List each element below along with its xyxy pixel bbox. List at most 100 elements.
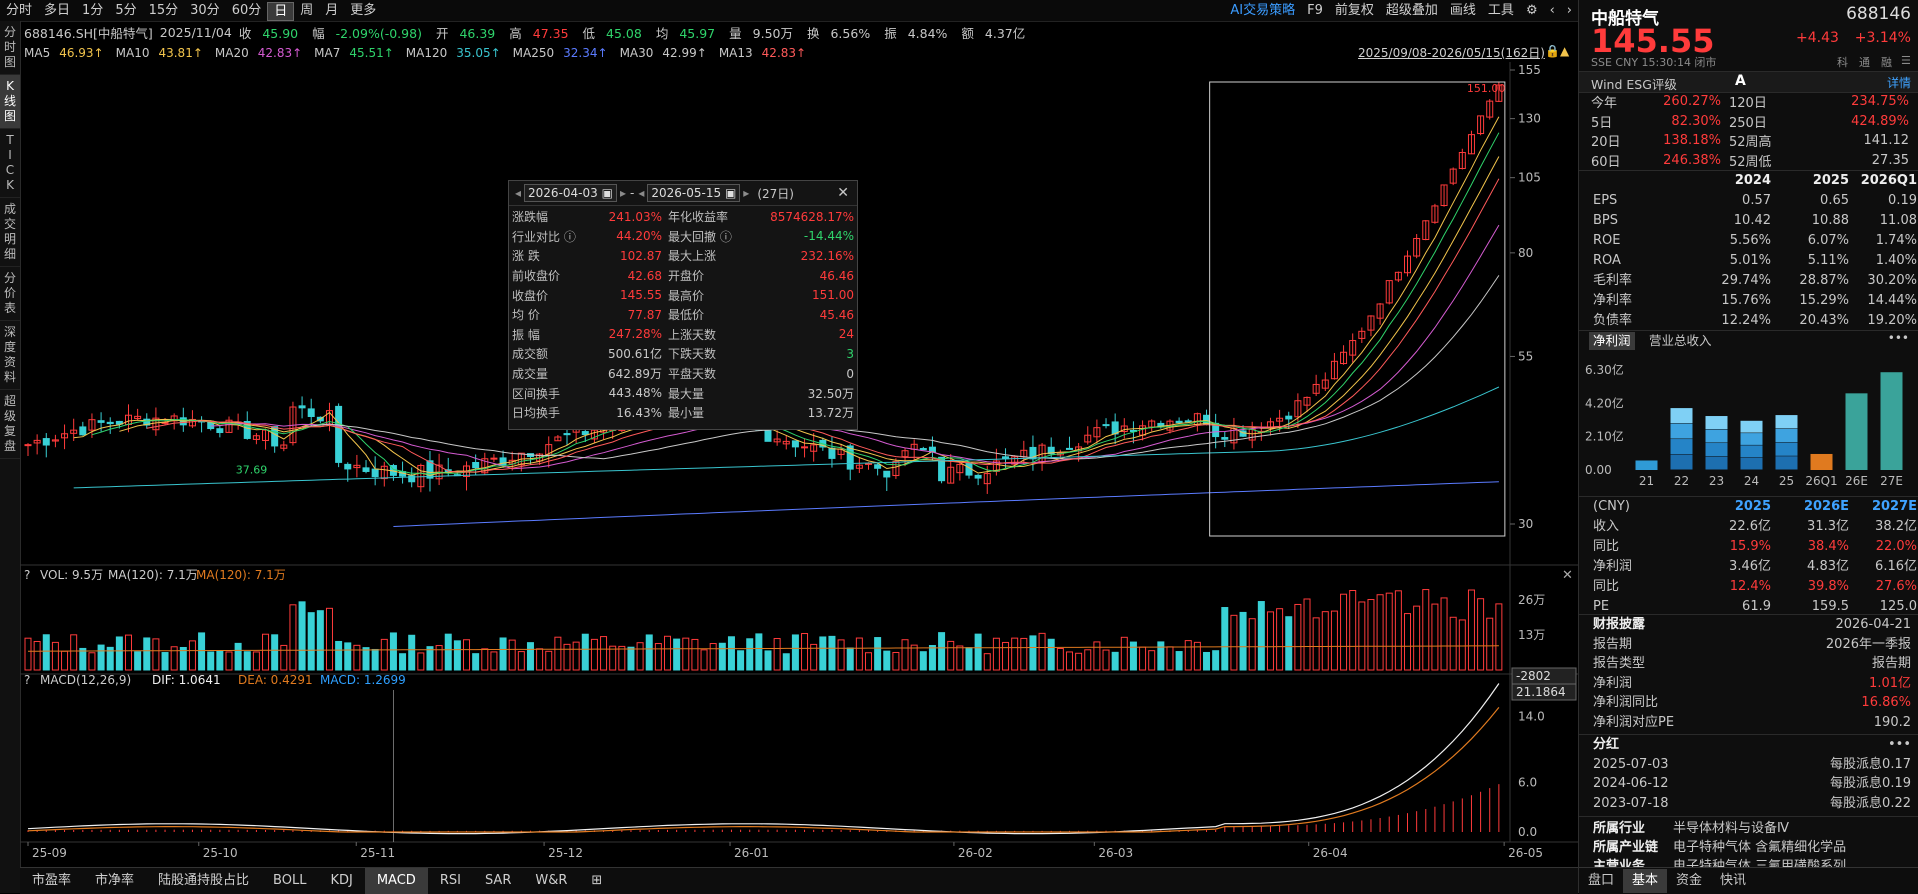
left-tab[interactable]: 成交明细 <box>0 198 20 267</box>
high-label: 高 <box>509 25 522 41</box>
dividend-row: 2025-07-03 每股派息0.17 <box>1579 755 1918 775</box>
stat-value: 232.16% <box>800 248 854 263</box>
toolbar-item[interactable]: F9 <box>1307 3 1323 18</box>
end-date-input[interactable]: 2026-05-15 ▣ <box>647 184 741 202</box>
menu-icon[interactable]: ☰ <box>1901 54 1911 67</box>
indicator-tab[interactable]: W&R <box>535 873 568 888</box>
more-icon[interactable]: ••• <box>1887 331 1909 345</box>
more-icon[interactable]: ••• <box>1887 737 1911 752</box>
period-tab[interactable]: 更多 <box>350 3 377 18</box>
settings-gear-icon[interactable]: ⚙ <box>1525 3 1538 18</box>
indicator-tab[interactable]: 市盈率 <box>32 873 72 888</box>
profit-bar <box>1635 460 1658 470</box>
right-panel-tab[interactable]: 资金 <box>1676 873 1703 888</box>
low-mark: 37.69 <box>236 464 268 477</box>
period-tab[interactable]: 60分 <box>231 3 262 18</box>
forecast-cell: 净利润 <box>1593 559 1633 574</box>
candle-body <box>919 448 927 451</box>
candle-body <box>1422 220 1430 241</box>
prev-icon[interactable]: ‹ <box>1549 3 1555 18</box>
toolbar-item[interactable]: 工具 <box>1487 3 1514 18</box>
toolbar-item[interactable]: 前复权 <box>1334 3 1374 18</box>
avg-label: 均 <box>655 25 669 41</box>
bar-y-tick: 2.10亿 <box>1585 429 1624 444</box>
stat-value: 3 <box>846 346 854 361</box>
left-tab[interactable]: 深度资料 <box>0 321 20 390</box>
amount-value: 4.37亿 <box>984 25 1026 41</box>
macd-value: MACD: 1.2699 <box>320 673 406 687</box>
macd-help-icon[interactable]: ? <box>24 673 30 687</box>
next-icon[interactable]: › <box>1566 3 1572 18</box>
toolbar-item[interactable]: 超级叠加 <box>1385 3 1438 18</box>
right-panel-tab[interactable]: 盘口 <box>1588 873 1615 888</box>
left-tab[interactable]: 超级复盘 <box>0 390 20 459</box>
indicator-tab[interactable]: BOLL <box>273 873 307 888</box>
popup-row: 成交量 642.89万 平盘天数 0 <box>509 364 857 384</box>
indicator-tab[interactable]: 陆股通持股占比 <box>158 873 250 888</box>
interval-selection[interactable] <box>1209 81 1506 537</box>
next-arrow-icon-2[interactable]: ▸ <box>743 186 750 200</box>
indicator-tab[interactable]: SAR <box>484 873 512 888</box>
flag-icon[interactable]: ▲ <box>1560 44 1570 58</box>
close-icon[interactable]: ✕ <box>837 185 849 201</box>
add-indicator-icon[interactable]: ⊞ <box>591 873 603 888</box>
volume-bar <box>883 650 891 671</box>
period-tab[interactable]: 周 <box>300 3 314 18</box>
volume-bar <box>1002 641 1010 671</box>
volume-bar <box>499 637 507 671</box>
left-tab[interactable]: 分时图 <box>0 21 20 75</box>
right-panel-tab[interactable]: 快讯 <box>1720 873 1747 888</box>
perf-value: 27.35 <box>1871 152 1909 168</box>
candle-body <box>1221 437 1229 440</box>
profit-bar-segment <box>1670 439 1693 455</box>
kline-chart-area[interactable]: 15513010580553026万13万14.06.00.0-280221.1… <box>20 62 1578 867</box>
lock-icon[interactable]: 🔒 <box>1545 44 1560 58</box>
ma-value: 42.99↑ <box>662 46 707 60</box>
period-tab[interactable]: 15分 <box>148 3 179 18</box>
period-tab[interactable]: 1分 <box>82 3 104 18</box>
indicator-tab[interactable]: RSI <box>439 873 461 888</box>
left-tab[interactable]: 分价表 <box>0 267 20 321</box>
right-panel-tab[interactable]: 基本 <box>1623 869 1668 893</box>
indicator-tab[interactable]: KDJ <box>330 873 353 888</box>
vol-help-icon[interactable]: ? <box>24 568 30 582</box>
toolbar-item[interactable]: AI交易策略 <box>1230 3 1296 18</box>
period-tab[interactable]: 5分 <box>115 3 137 18</box>
indicator-tab[interactable]: MACD <box>364 868 428 894</box>
financials-table: 2024 2025 2026Q1 EPS 0.57 0.65 0.19 BPS 10.42 10.… <box>1579 170 1918 331</box>
prev-arrow-icon-2[interactable]: ◂ <box>638 186 645 200</box>
tab-net-profit[interactable]: 净利润 <box>1589 332 1635 350</box>
next-arrow-icon[interactable]: ▸ <box>619 186 626 200</box>
candle-body <box>810 444 818 452</box>
vol-close-icon[interactable]: ✕ <box>1562 568 1573 583</box>
volume-bar <box>170 646 178 671</box>
candle-body <box>134 415 142 419</box>
volume-bar <box>216 650 224 671</box>
macd-cursor-box <box>1511 683 1577 701</box>
ma-value: 45.51↑ <box>349 46 394 60</box>
prev-arrow-icon[interactable]: ◂ <box>515 186 522 200</box>
period-tab[interactable]: 日 <box>267 1 295 21</box>
period-tab[interactable]: 30分 <box>190 3 220 18</box>
volume-bar <box>444 633 452 671</box>
esg-detail-link[interactable]: 详情 <box>1886 76 1911 90</box>
date-range-link[interactable]: 2025/09/08-2026/05/15(162日) <box>1358 46 1545 60</box>
volume-bar <box>974 633 982 671</box>
candlesticks <box>24 81 1503 494</box>
tab-revenue[interactable]: 营业总收入 <box>1649 333 1712 348</box>
period-tab[interactable]: 多日 <box>44 3 71 18</box>
start-date-input[interactable]: 2026-04-03 ▣ <box>524 184 617 202</box>
industry-row: 所属产业链 电子特种气体 含氟精细化学品 <box>1579 836 1918 855</box>
forecast-table: (CNY) 2025 2026E 2027E 收入 22.6亿 31.3亿 38.2亿 同比 15… <box>1579 496 1918 617</box>
indicator-tab[interactable]: 市净率 <box>95 873 135 888</box>
toolbar-item[interactable]: 画线 <box>1449 3 1476 18</box>
period-tab[interactable]: 分时 <box>6 3 33 18</box>
period-tab[interactable]: 月 <box>325 3 339 18</box>
candle-body <box>426 460 434 479</box>
fin-row: BPS 10.42 10.88 11.08 <box>1579 211 1918 231</box>
perf-value: 138.18% <box>1663 133 1721 149</box>
ma-item: MA120 35.05↑ <box>406 46 507 60</box>
bar-x-label: 22 <box>1674 474 1689 488</box>
